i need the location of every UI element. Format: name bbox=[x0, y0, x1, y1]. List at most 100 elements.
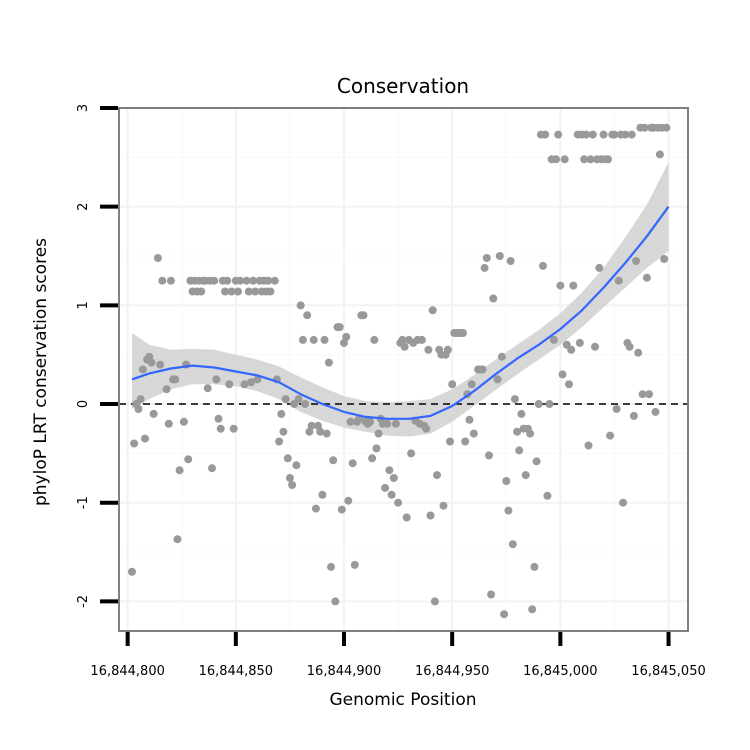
data-point bbox=[469, 429, 478, 438]
data-point bbox=[552, 155, 560, 164]
data-point bbox=[221, 287, 229, 296]
points-layer bbox=[128, 123, 671, 619]
data-point bbox=[558, 370, 567, 379]
data-point bbox=[500, 610, 509, 619]
data-point bbox=[400, 342, 409, 351]
data-point bbox=[309, 335, 318, 344]
data-point bbox=[281, 395, 290, 404]
data-point bbox=[398, 335, 407, 344]
data-point bbox=[166, 276, 175, 285]
data-point bbox=[197, 287, 206, 296]
x-tick-label: 16,844,900 bbox=[307, 664, 381, 679]
data-point bbox=[662, 123, 671, 132]
data-point bbox=[480, 263, 489, 272]
data-point bbox=[545, 400, 554, 408]
data-point bbox=[478, 365, 487, 374]
data-point bbox=[638, 390, 647, 399]
data-point bbox=[424, 345, 433, 354]
data-point bbox=[303, 311, 312, 320]
data-point bbox=[359, 311, 368, 320]
data-point bbox=[128, 567, 136, 576]
data-point bbox=[301, 400, 310, 408]
data-point bbox=[508, 540, 517, 549]
data-point bbox=[389, 474, 398, 482]
data-point bbox=[275, 437, 284, 446]
data-point bbox=[327, 562, 335, 571]
data-point bbox=[322, 429, 331, 438]
data-point bbox=[407, 449, 416, 458]
data-point bbox=[296, 301, 305, 310]
data-point bbox=[532, 457, 541, 466]
data-point bbox=[229, 424, 238, 433]
data-point bbox=[391, 419, 400, 428]
data-point bbox=[335, 323, 344, 332]
data-point bbox=[249, 276, 258, 285]
data-point bbox=[489, 294, 498, 303]
data-point bbox=[318, 490, 327, 499]
data-point bbox=[426, 511, 435, 520]
data-point bbox=[279, 427, 288, 436]
data-point bbox=[465, 415, 474, 424]
data-point bbox=[247, 378, 255, 387]
data-point bbox=[236, 276, 245, 285]
data-point bbox=[433, 471, 441, 480]
y-tick-label: -1 bbox=[76, 496, 91, 509]
data-point bbox=[320, 335, 329, 344]
data-point bbox=[634, 348, 643, 357]
data-point bbox=[506, 257, 515, 265]
axis-layer: 16,844,800 16,844,850 16,844,900 16,844,950… bbox=[76, 104, 706, 679]
data-point bbox=[340, 338, 348, 347]
data-point bbox=[461, 437, 470, 446]
data-point bbox=[344, 496, 353, 505]
data-point bbox=[136, 395, 145, 404]
data-point bbox=[591, 342, 599, 351]
data-point bbox=[346, 417, 355, 426]
data-point bbox=[580, 155, 589, 164]
smooth-line-layer bbox=[131, 206, 670, 420]
x-tick-label: 16,844,800 bbox=[90, 664, 164, 679]
data-point bbox=[565, 380, 573, 389]
data-point bbox=[208, 464, 216, 473]
data-point bbox=[485, 451, 493, 460]
data-point bbox=[348, 459, 357, 468]
confidence-band bbox=[132, 162, 669, 437]
data-point bbox=[158, 276, 167, 285]
data-point bbox=[642, 273, 651, 282]
y-tick-label: 1 bbox=[76, 301, 91, 309]
data-point bbox=[270, 276, 279, 285]
data-point bbox=[655, 150, 664, 159]
data-point bbox=[130, 439, 139, 448]
data-point bbox=[625, 342, 634, 351]
data-point bbox=[651, 407, 660, 416]
data-point bbox=[517, 409, 526, 418]
x-tick-label: 16,845,000 bbox=[523, 664, 597, 679]
data-point bbox=[225, 380, 234, 389]
data-point bbox=[134, 405, 143, 413]
data-point bbox=[253, 375, 262, 384]
data-point bbox=[147, 358, 156, 367]
data-point bbox=[627, 130, 636, 139]
data-point bbox=[164, 419, 173, 428]
y-tick-label: -2 bbox=[76, 595, 91, 608]
data-point bbox=[614, 276, 623, 285]
data-point bbox=[242, 276, 251, 285]
data-point bbox=[244, 287, 253, 296]
smooth-fit-line bbox=[131, 206, 670, 420]
data-point bbox=[216, 424, 225, 433]
data-point bbox=[588, 130, 597, 139]
data-point bbox=[582, 130, 591, 139]
data-point bbox=[556, 281, 565, 290]
data-point bbox=[372, 444, 381, 453]
data-point bbox=[223, 276, 232, 285]
data-point bbox=[422, 424, 431, 433]
y-tick-label: 3 bbox=[76, 104, 91, 112]
data-point bbox=[210, 276, 219, 285]
data-point bbox=[543, 491, 552, 500]
data-point bbox=[513, 427, 522, 436]
data-point bbox=[504, 506, 513, 515]
data-point bbox=[277, 409, 286, 418]
data-point bbox=[212, 375, 221, 384]
data-point bbox=[314, 421, 322, 430]
